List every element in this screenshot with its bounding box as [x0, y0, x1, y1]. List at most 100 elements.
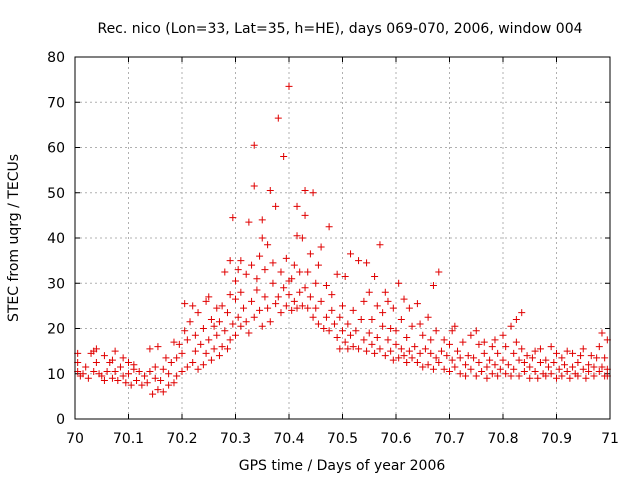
- data-point: [232, 331, 239, 339]
- data-point: [272, 202, 280, 210]
- data-point: [595, 367, 603, 375]
- data-point: [593, 354, 601, 362]
- data-point: [558, 372, 566, 380]
- data-point: [218, 343, 226, 351]
- y-tick-label: 50: [47, 186, 65, 202]
- data-point: [502, 343, 510, 351]
- x-tick-label: 70.3: [220, 431, 251, 447]
- data-point: [266, 318, 274, 326]
- data-point: [264, 241, 272, 249]
- data-points: [74, 82, 611, 398]
- data-point: [360, 297, 368, 305]
- data-point: [585, 367, 593, 375]
- data-point: [555, 365, 563, 373]
- data-point: [333, 334, 341, 342]
- data-point: [92, 345, 100, 353]
- data-point: [536, 345, 544, 353]
- data-point: [435, 268, 443, 276]
- data-point: [108, 374, 116, 382]
- data-point: [240, 304, 248, 312]
- data-point: [258, 216, 266, 224]
- data-point: [563, 367, 571, 375]
- data-point: [598, 363, 606, 371]
- data-point: [312, 279, 320, 287]
- data-point: [456, 354, 464, 362]
- data-point: [100, 377, 108, 385]
- data-point: [397, 345, 405, 353]
- data-point: [408, 322, 416, 330]
- data-point: [486, 356, 494, 364]
- data-point: [269, 279, 277, 287]
- y-tick-label: 20: [47, 322, 65, 338]
- data-point: [245, 218, 253, 226]
- data-point: [173, 354, 181, 362]
- data-point: [357, 315, 365, 323]
- data-point: [480, 338, 488, 346]
- data-point: [336, 345, 344, 353]
- data-point: [389, 304, 397, 312]
- data-point: [186, 318, 194, 326]
- data-point: [491, 361, 499, 369]
- data-point: [221, 327, 229, 335]
- data-point: [376, 241, 384, 249]
- data-point: [114, 377, 122, 385]
- data-point: [534, 374, 542, 382]
- data-point: [355, 257, 363, 265]
- data-point: [544, 363, 552, 371]
- data-point: [210, 345, 218, 353]
- data-point: [566, 374, 574, 382]
- data-point: [312, 304, 320, 312]
- y-tick-label: 10: [47, 367, 65, 383]
- data-point: [502, 370, 510, 378]
- data-point: [494, 372, 502, 380]
- data-point: [306, 293, 314, 301]
- y-tick-labels: 0 10 20 30 40 50 60 70 80: [47, 50, 65, 428]
- data-point: [202, 297, 210, 305]
- data-point: [363, 347, 371, 355]
- data-point: [256, 252, 264, 260]
- data-point: [392, 340, 400, 348]
- data-point: [301, 211, 309, 219]
- data-point: [189, 302, 197, 310]
- data-point: [229, 214, 237, 222]
- data-point: [234, 313, 242, 321]
- y-tick-label: 0: [56, 412, 65, 428]
- data-point: [325, 223, 333, 231]
- data-point: [111, 347, 119, 355]
- data-point: [242, 318, 250, 326]
- data-point: [264, 304, 272, 312]
- data-point: [355, 345, 363, 353]
- data-point: [381, 288, 389, 296]
- data-point: [561, 361, 569, 369]
- data-point: [149, 390, 157, 398]
- data-point: [341, 338, 349, 346]
- data-point: [119, 372, 127, 380]
- data-point: [250, 182, 258, 190]
- data-point: [512, 338, 520, 346]
- data-point: [416, 349, 424, 357]
- data-point: [523, 352, 531, 360]
- data-point: [579, 345, 587, 353]
- data-point: [285, 291, 293, 299]
- data-point: [237, 322, 245, 330]
- data-point: [344, 320, 352, 328]
- data-point: [277, 268, 285, 276]
- data-point: [151, 363, 159, 371]
- data-point: [304, 268, 312, 276]
- data-point: [261, 293, 269, 301]
- data-point: [274, 293, 282, 301]
- data-point: [542, 372, 550, 380]
- plot-frame: [74, 56, 611, 420]
- data-point: [84, 374, 92, 382]
- data-point: [116, 363, 124, 371]
- data-point: [290, 297, 298, 305]
- data-point: [119, 354, 127, 362]
- data-point: [162, 354, 170, 362]
- data-point: [403, 334, 411, 342]
- data-point: [553, 349, 560, 357]
- data-point: [175, 340, 183, 348]
- data-point: [339, 327, 346, 335]
- data-point: [293, 232, 301, 240]
- data-point: [558, 354, 566, 362]
- data-point: [237, 257, 245, 265]
